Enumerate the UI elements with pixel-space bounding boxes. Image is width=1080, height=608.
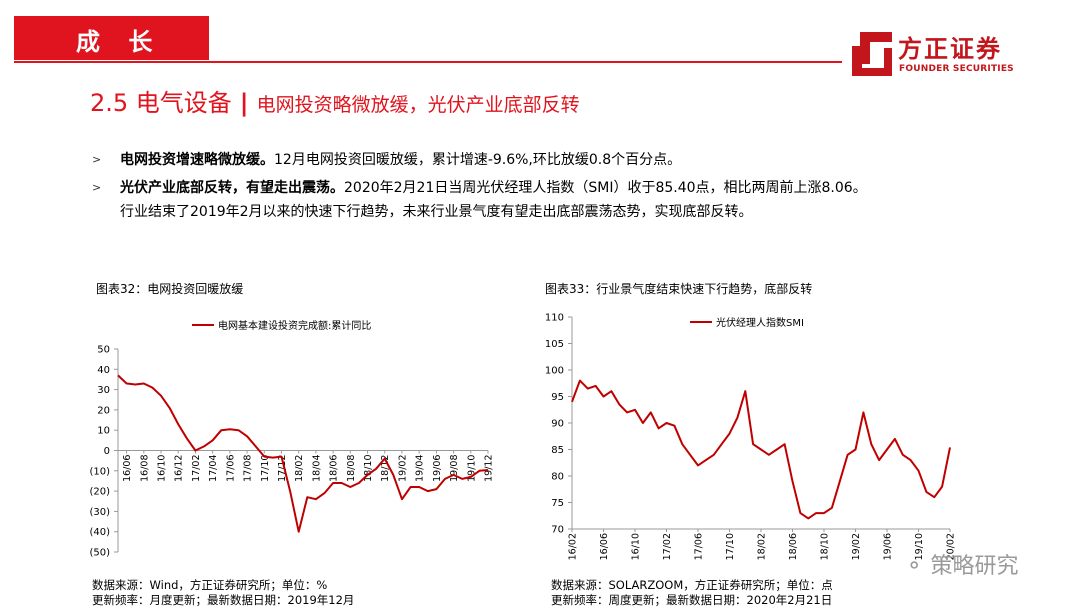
y-tick-label: 0 (104, 446, 110, 457)
y-tick-label: (50) (89, 548, 110, 559)
bullet-text: 12月电网投资回暖放缓，累计增速-9.6%,环比放缓0.8个百分点。 (274, 152, 682, 168)
x-tick-label: 19/02 (851, 533, 862, 560)
bullet-lead: 电网投资增速略微放缓。 (120, 152, 274, 168)
y-tick-label: 110 (545, 313, 564, 324)
x-tick-label: 17/04 (208, 455, 219, 482)
pv-smi-chart: 110 105 100 95 90 85 80 75 70 16/02 16/06 16/10 17/0… (545, 313, 957, 561)
watermark: ⚬ 策略研究 (905, 548, 1018, 580)
bullet-list: > 电网投资增速略微放缓。12月电网投资回暖放缓，累计增速-9.6%,环比放缓0… (90, 148, 990, 228)
y-tick-label: 70 (551, 525, 564, 536)
y-tick-label: 10 (97, 426, 110, 437)
x-tick-label: 16/10 (631, 533, 642, 560)
bullet-lead: 光伏产业底部反转，有望走出震荡。 (120, 180, 344, 196)
section-tag: 成 长 (14, 16, 209, 60)
y-tick-label: (20) (89, 487, 110, 498)
x-tick-label: 17/02 (191, 455, 202, 482)
section-title: 2.5 电气设备 (90, 89, 232, 117)
section-heading: 2.5 电气设备 | 电网投资略微放缓，光伏产业底部反转 (90, 83, 580, 118)
series-line (571, 379, 951, 520)
grid-investment-chart: 50 40 30 20 10 0 (10) (20) (30) (40) (50) 16/06 16/0… (89, 319, 495, 559)
bullet-item: > 电网投资增速略微放缓。12月电网投资回暖放缓，累计增速-9.6%,环比放缓0… (90, 148, 990, 172)
founder-logo: 方正证券 FOUNDER SECURITIES (848, 26, 1048, 80)
x-tick-label: 17/02 (662, 533, 673, 560)
y-tick-label: 85 (551, 445, 564, 456)
bullet-arrow-icon: > (92, 153, 102, 166)
y-tick-label: 90 (551, 419, 564, 430)
y-tick-label: 40 (97, 365, 110, 376)
right-source-line: 数据来源：SOLARZOOM，方正证券研究所；单位：点 (551, 578, 833, 592)
y-tick-label: (40) (89, 527, 110, 538)
watermark-text: 策略研究 (930, 554, 1019, 579)
left-source-line: 数据来源：Wind，方正证券研究所；单位：% (92, 578, 328, 592)
x-tick-label: 16/12 (174, 455, 185, 482)
x-tick-label: 17/10 (260, 455, 271, 482)
x-tick-label: 17/08 (243, 455, 254, 482)
legend-label: 光伏经理人指数SMI (716, 316, 804, 329)
right-source: 数据来源：SOLARZOOM，方正证券研究所；单位：点 更新频率：周度更新；最新… (551, 578, 833, 608)
y-tick-label: (10) (89, 466, 110, 477)
x-tick-label: 18/06 (788, 533, 799, 560)
founder-logo-icon (852, 32, 892, 76)
x-tick-label: 16/08 (139, 455, 150, 482)
x-tick-label: 19/10 (914, 533, 925, 560)
x-tick-label: 18/04 (311, 455, 322, 482)
y-tick-label: 100 (545, 366, 564, 377)
y-tick-label: 20 (97, 405, 110, 416)
x-tick-label: 18/02 (757, 533, 768, 560)
legend-label: 电网基本建设投资完成额:累计同比 (218, 319, 371, 332)
x-tick-label: 16/06 (599, 533, 610, 560)
x-tick-label: 18/10 (820, 533, 831, 560)
y-tick-label: 50 (97, 345, 110, 356)
x-tick-label: 17/06 (694, 533, 705, 560)
left-source: 数据来源：Wind，方正证券研究所；单位：% 更新频率：月度更新；最新数据日期：… (92, 578, 354, 608)
bullet-arrow-icon: > (92, 181, 102, 194)
x-tick-label: 18/12 (380, 455, 391, 482)
bullet-item: > 光伏产业底部反转，有望走出震荡。2020年2月21日当周光伏经理人指数（SM… (90, 176, 990, 224)
right-update-line: 更新频率：周度更新；最新数据日期：2020年2月21日 (551, 593, 833, 607)
x-tick-label: 16/10 (157, 455, 168, 482)
section-separator: | (239, 89, 249, 117)
left-update-line: 更新频率：月度更新；最新数据日期：2019年12月 (92, 593, 355, 607)
x-tick-label: 18/08 (346, 455, 357, 482)
left-chart-title: 图表32：电网投资回暖放缓 (96, 282, 244, 296)
bullet-text-continued: 行业结束了2019年2月以来的快速下行趋势，未来行业景气度有望走出底部震荡态势，… (120, 204, 753, 220)
x-tick-label: 17/10 (725, 533, 736, 560)
x-tick-label: 19/04 (415, 455, 426, 482)
wechat-icon: ⚬ (905, 554, 924, 579)
section-subtitle: 电网投资略微放缓，光伏产业底部反转 (256, 94, 580, 116)
y-tick-label: 105 (545, 339, 564, 350)
y-tick-label: 30 (97, 385, 110, 396)
right-chart-title: 图表33：行业景气度结束快速下行趋势，底部反转 (545, 282, 813, 296)
x-tick-label: 16/02 (568, 533, 579, 560)
header-divider (14, 61, 842, 63)
section-tag-label: 成 长 (76, 28, 163, 56)
x-tick-label: 20/02 (946, 533, 957, 560)
x-tick-label: 16/06 (122, 455, 133, 482)
x-tick-label: 19/12 (484, 455, 495, 482)
y-tick-label: 75 (551, 498, 564, 509)
x-tick-label: 18/02 (294, 455, 305, 482)
x-tick-label: 17/12 (277, 455, 288, 482)
logo-english-name: FOUNDER SECURITIES (899, 64, 1014, 74)
x-tick-label: 19/06 (883, 533, 894, 560)
logo-chinese-name: 方正证券 (898, 35, 1002, 63)
x-tick-label: 17/06 (225, 455, 236, 482)
y-tick-label: 80 (551, 472, 564, 483)
x-tick-label: 18/06 (329, 455, 340, 482)
x-tick-label: 19/10 (466, 455, 477, 482)
series-line (117, 374, 489, 533)
x-tick-label: 19/02 (397, 455, 408, 482)
x-tick-label: 19/06 (432, 455, 443, 482)
y-tick-label: 95 (551, 392, 564, 403)
x-tick-label: 18/10 (363, 455, 374, 482)
bullet-text: 2020年2月21日当周光伏经理人指数（SMI）收于85.40点，相比两周前上涨… (344, 180, 867, 196)
x-tick-label: 19/08 (449, 455, 460, 482)
y-tick-label: (30) (89, 507, 110, 518)
